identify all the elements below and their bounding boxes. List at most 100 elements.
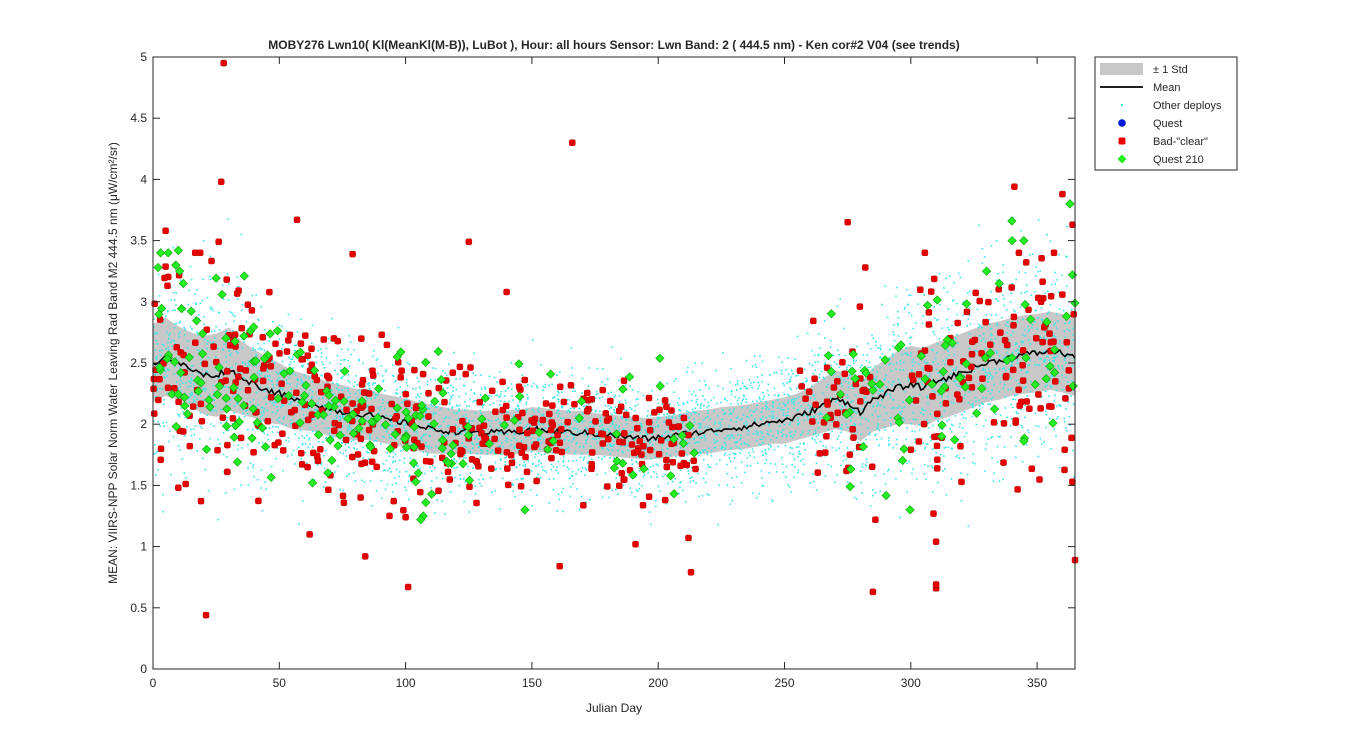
other-deploys-point [832, 354, 834, 357]
other-deploys-point [613, 440, 615, 442]
other-deploys-point [390, 421, 393, 423]
other-deploys-point [281, 325, 283, 328]
other-deploys-point [699, 422, 702, 425]
other-deploys-point [687, 411, 690, 414]
other-deploys-point [984, 348, 986, 350]
quest-210-point [295, 347, 306, 357]
other-deploys-point [456, 404, 458, 407]
other-deploys-point [802, 473, 804, 476]
other-deploys-point [303, 374, 306, 377]
other-deploys-point [342, 375, 344, 378]
other-deploys-point [1014, 394, 1016, 397]
other-deploys-point [927, 402, 929, 404]
bad-clear-point [546, 410, 553, 418]
bad-clear-point [651, 409, 658, 416]
other-deploys-point [1056, 405, 1058, 407]
other-deploys-point [347, 373, 350, 376]
other-deploys-point [574, 419, 576, 422]
quest-210-point [875, 379, 885, 389]
other-deploys-point [1044, 385, 1047, 388]
other-deploys-point [274, 457, 277, 460]
bad-clear-point [370, 447, 378, 455]
other-deploys-point [947, 379, 949, 381]
other-deploys-point [448, 403, 451, 405]
other-deploys-point [678, 415, 680, 417]
other-deploys-point [952, 300, 954, 302]
other-deploys-point [865, 458, 868, 461]
other-deploys-point [469, 452, 472, 454]
other-deploys-point [973, 370, 976, 373]
other-deploys-point [959, 385, 961, 388]
other-deploys-point [490, 450, 493, 453]
other-deploys-point [339, 417, 342, 420]
bad-clear-point [189, 403, 197, 410]
other-deploys-point [793, 398, 796, 400]
quest-210-point [396, 347, 406, 357]
other-deploys-point [201, 299, 204, 302]
other-deploys-point [740, 482, 743, 484]
other-deploys-point [853, 496, 856, 499]
other-deploys-point [583, 457, 585, 460]
other-deploys-point [912, 396, 914, 398]
other-deploys-point [451, 407, 453, 409]
quest-210-point [392, 403, 402, 413]
bad-clear-point [162, 227, 169, 235]
other-deploys-point [661, 403, 664, 406]
other-deploys-point [557, 472, 560, 474]
other-deploys-point [242, 412, 244, 415]
other-deploys-point [172, 246, 175, 249]
other-deploys-point [910, 352, 912, 354]
other-deploys-point [408, 475, 410, 478]
other-deploys-point [538, 407, 540, 409]
other-deploys-point [650, 476, 652, 478]
other-deploys-point [1059, 404, 1062, 407]
other-deploys-point [996, 324, 999, 327]
other-deploys-point [366, 450, 368, 453]
other-deploys-point [984, 470, 986, 472]
other-deploys-point [235, 350, 238, 353]
other-deploys-point [809, 407, 811, 409]
other-deploys-point [860, 481, 862, 484]
other-deploys-point [759, 417, 762, 420]
other-deploys-point [761, 360, 764, 363]
other-deploys-point [926, 395, 929, 397]
other-deploys-point [723, 413, 725, 416]
other-deploys-point [922, 369, 924, 372]
other-deploys-point [790, 376, 793, 379]
other-deploys-point [505, 456, 508, 458]
other-deploys-point [904, 306, 906, 309]
other-deploys-point [226, 429, 229, 432]
other-deploys-point [524, 385, 526, 387]
bad-clear-point [279, 447, 287, 454]
other-deploys-point [281, 343, 284, 346]
other-deploys-point [1034, 412, 1037, 415]
other-deploys-point [883, 473, 885, 475]
other-deploys-point [480, 374, 482, 376]
other-deploys-point [645, 431, 648, 433]
other-deploys-point [741, 406, 743, 409]
quest-210-point [239, 271, 249, 281]
other-deploys-point [366, 405, 368, 407]
other-deploys-point [820, 370, 823, 373]
quest-210-point [323, 468, 333, 478]
other-deploys-point [571, 367, 573, 369]
bad-clear-point [816, 450, 823, 457]
bad-clear-point [690, 457, 698, 465]
other-deploys-point [339, 451, 342, 454]
other-deploys-point [247, 362, 249, 365]
other-deploys-point [918, 424, 920, 426]
other-deploys-point [641, 425, 643, 428]
other-deploys-point [665, 430, 667, 433]
other-deploys-point [368, 384, 371, 387]
other-deploys-point [760, 431, 762, 433]
quest-210-point [905, 505, 915, 515]
bad-clear-point [932, 538, 940, 545]
other-deploys-point [813, 415, 815, 418]
bad-clear-point [556, 439, 564, 446]
bad-clear-point [235, 373, 242, 381]
other-deploys-point [689, 480, 692, 483]
quest-210-point [214, 381, 225, 391]
other-deploys-point [638, 482, 641, 485]
other-deploys-point [723, 412, 726, 415]
other-deploys-point [694, 362, 696, 364]
